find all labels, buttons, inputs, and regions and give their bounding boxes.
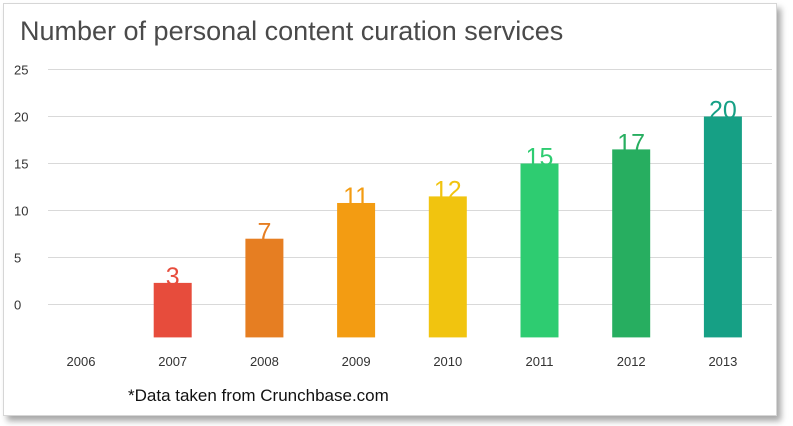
- data-label-2010: 12: [434, 176, 462, 204]
- bar-2012: [612, 149, 651, 338]
- data-label-2008: 7: [257, 219, 271, 247]
- bar-chart: 0 5 10 15 20 25 2006 3 2007 7 2008 11 2009 12 2010 15 20…: [14, 63, 772, 369]
- x-tick-label: 2008: [250, 354, 279, 369]
- data-label-2009: 11: [343, 183, 369, 211]
- bar-2007: [153, 282, 192, 338]
- bar-2011: [520, 163, 559, 338]
- bar-2013: [703, 116, 742, 338]
- x-tick-label: 2013: [708, 354, 737, 369]
- x-tick-label: 2010: [433, 354, 462, 369]
- y-tick-label: 25: [14, 63, 28, 78]
- x-tick-label: 2007: [158, 354, 187, 369]
- y-tick-label: 10: [14, 204, 28, 219]
- x-tick-label: 2006: [67, 354, 96, 369]
- chart-title: Number of personal content curation serv…: [20, 16, 564, 46]
- data-label-2012: 17: [617, 129, 645, 157]
- bar-2010: [428, 196, 467, 338]
- x-tick-label: 2012: [617, 354, 646, 369]
- chart-frame: Number of personal content curation serv…: [3, 3, 777, 416]
- x-tick-label: 2009: [342, 354, 371, 369]
- x-tick-label: 2011: [526, 354, 554, 369]
- data-label-2011: 15: [526, 144, 554, 172]
- bar-2009: [337, 202, 376, 338]
- footnote: *Data taken from Crunchbase.com: [128, 386, 389, 405]
- y-tick-label: 0: [14, 298, 21, 313]
- data-label-2007: 3: [166, 263, 180, 291]
- y-tick-label: 5: [14, 251, 21, 266]
- y-tick-label: 20: [14, 110, 28, 125]
- y-tick-label: 15: [14, 157, 28, 172]
- data-label-2013: 20: [709, 97, 737, 125]
- bar-2008: [245, 238, 284, 338]
